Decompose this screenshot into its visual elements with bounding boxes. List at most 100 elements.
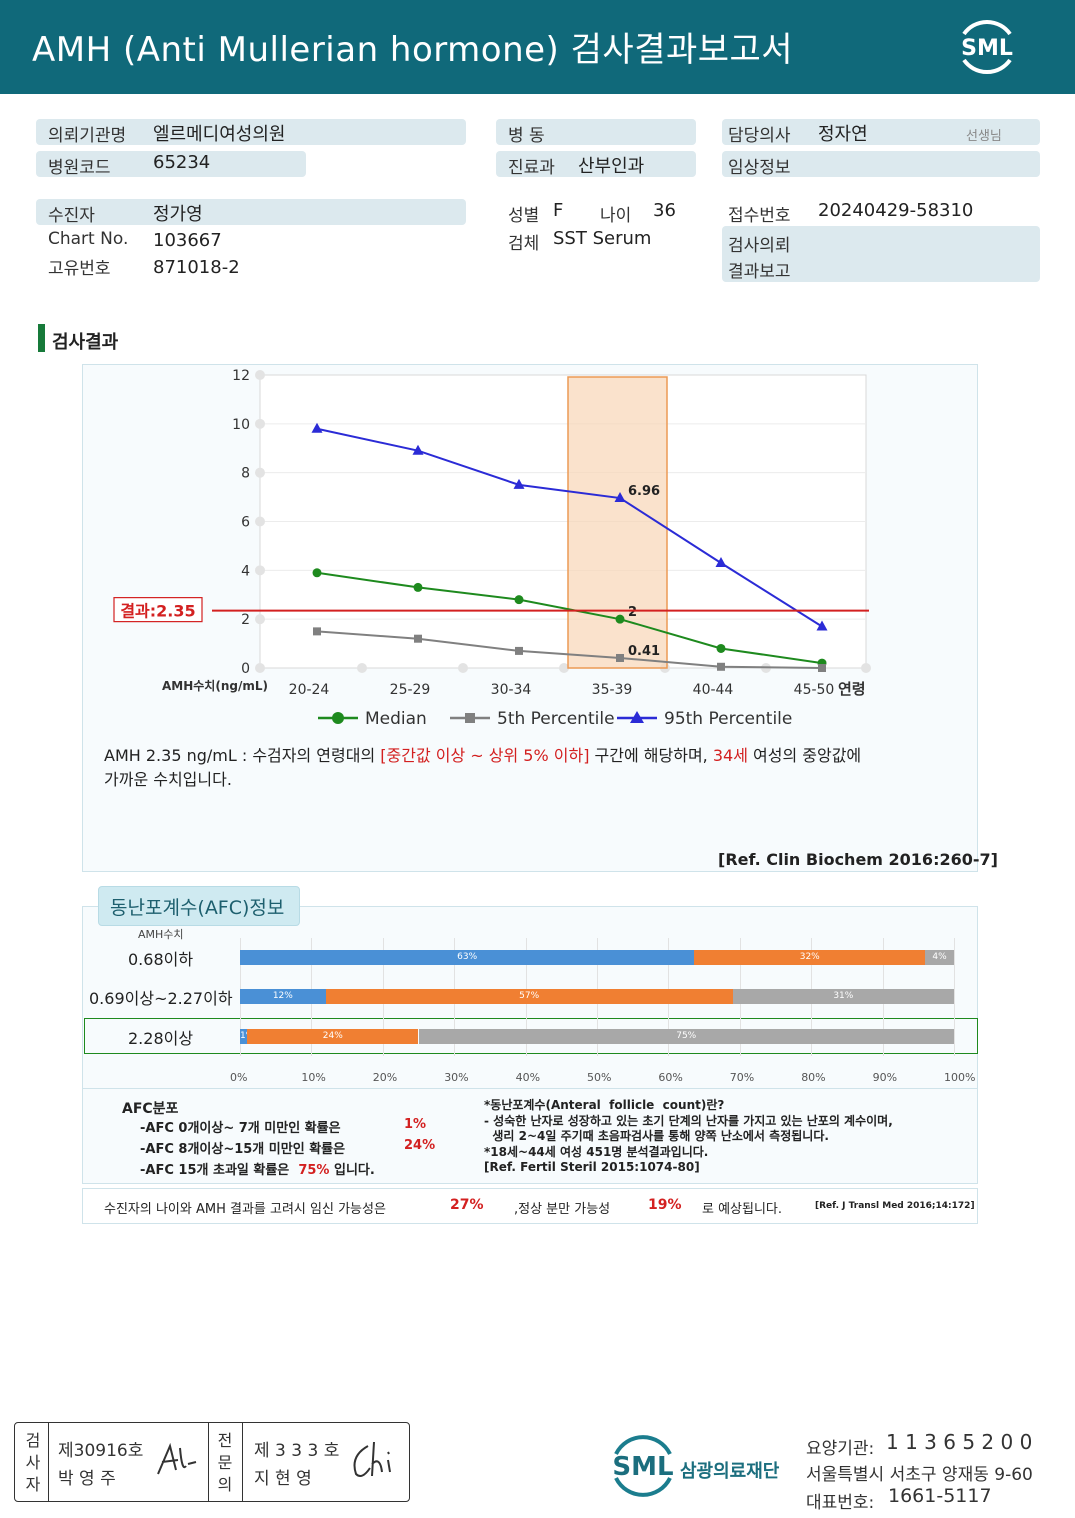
- care-no: 1 1 3 6 5 2 0 0: [886, 1430, 1033, 1454]
- afc-bar-segment: 24%: [247, 1029, 419, 1044]
- org-logo-text: SML: [612, 1452, 673, 1482]
- median-point: [716, 643, 726, 653]
- y-axis-label: AMH수치(ng/mL): [162, 678, 268, 693]
- afc-row-label: 0.69이상~2.27이하: [89, 989, 233, 1008]
- result-label-box: [113, 597, 203, 623]
- p5-point: [515, 646, 523, 655]
- afc-bar-segment: 4%: [925, 950, 954, 965]
- section-marker: [38, 324, 45, 352]
- afc-divider: [82, 1088, 978, 1089]
- legend-label: 5th Percentile: [497, 709, 615, 729]
- p95-point: [715, 557, 727, 568]
- median-point: [514, 595, 524, 605]
- dept-row: [496, 151, 696, 177]
- hospital-code-value: 65234: [153, 152, 211, 173]
- phone-value: 1661-5117: [888, 1485, 992, 1507]
- id-no-label: 고유번호: [48, 259, 111, 279]
- chart-no-value: 103667: [153, 230, 222, 251]
- afc-row-label: 0.68이하: [128, 950, 194, 969]
- ward-row: [496, 119, 696, 145]
- afc-bar-segment: 75%: [418, 1029, 954, 1044]
- institution-row: [36, 119, 466, 145]
- pregnancy-ref: [Ref. J Transl Med 2016;14:172]: [815, 1201, 975, 1211]
- result-text: AMH 2.35 ng/mL : 수검자의 연령대의 [중간값 이상 ~ 상위 …: [104, 744, 970, 792]
- y-tick-label: 6: [241, 515, 250, 531]
- ward-label: 병 동: [508, 126, 545, 146]
- y-tick-dot: [255, 516, 265, 527]
- afc-dist-line-1: -AFC 0개이상~ 7개 미만인 확률은 1%: [140, 1117, 426, 1136]
- afc-title: 동난포계수(AFC)정보: [110, 897, 285, 919]
- afc-dist-title: AFC분포: [122, 1101, 179, 1117]
- y-tick-dot: [255, 663, 265, 673]
- pregnancy-text-2: ,정상 분만 가능성: [514, 1202, 611, 1217]
- afc-axis-tick: 60%: [658, 1071, 683, 1084]
- afc-bar-segment: 1%: [240, 1029, 254, 1044]
- y-tick-dot: [255, 418, 265, 429]
- afc-def-2: - 성숙한 난자로 성장하고 있는 초기 단계의 난자를 가지고 있는 난포의 …: [484, 1113, 893, 1128]
- series-line-1: [316, 630, 823, 669]
- highlight-band: [567, 376, 668, 669]
- data-label: 6.96: [628, 484, 660, 499]
- p95-point: [311, 422, 323, 433]
- afc-def-4: *18세~44세 여성 451명 분석결과입니다.: [484, 1144, 709, 1159]
- afc-dist-text-2: -AFC 8개이상~15개 미만인 확률은: [140, 1142, 346, 1157]
- p5-point: [414, 634, 422, 643]
- age-label: 나이: [600, 206, 632, 226]
- afc-gridline: [954, 938, 955, 1056]
- doctor-value: 정자연: [818, 124, 868, 145]
- p5-point: [313, 627, 321, 636]
- afc-axis-tick: 100%: [944, 1071, 976, 1084]
- afc-bar-segment: 12%: [240, 989, 326, 1004]
- result-ref: [Ref. Clin Biochem 2016:260-7]: [718, 850, 998, 869]
- afc-dist-text-1: -AFC 0개이상~ 7개 미만인 확률은: [140, 1121, 341, 1136]
- legend-marker: [332, 712, 344, 724]
- amh-line-chart: 0 2 4 6 8 10 12 6.96 2 0.41 결과:2.35 20-24 25-29 30-34…: [113, 368, 871, 729]
- result-text-p6: 가까운 수치입니다.: [104, 770, 232, 789]
- p5-point: [717, 662, 725, 671]
- dept-label: 진료과: [508, 158, 555, 178]
- afc-axis-tick: 50%: [587, 1071, 612, 1084]
- p5-point: [616, 653, 624, 662]
- institution-label: 의뢰기관명: [48, 126, 127, 146]
- result-label: 결과:2.35: [120, 602, 195, 621]
- afc-axis-tick: 40%: [515, 1071, 541, 1084]
- result-text-range: [중간값 이상 ~ 상위 5% 이하]: [380, 746, 590, 765]
- y-tick-dot: [255, 467, 265, 478]
- signature-box: [14, 1422, 410, 1502]
- receipt-value: 20240429-58310: [818, 200, 974, 221]
- afc-dist-pct-1: 1%: [404, 1117, 427, 1132]
- patient-label: 수진자: [48, 206, 95, 226]
- specimen-value: SST Serum: [553, 228, 652, 249]
- afc-bar-segment: 31%: [732, 989, 954, 1004]
- result-text-age: 34세: [712, 746, 748, 765]
- y-tick-label: 0: [241, 661, 250, 677]
- section-title: 검사결과: [52, 332, 119, 353]
- receipt-label: 접수번호: [728, 206, 791, 226]
- data-label: 0.41: [628, 644, 660, 659]
- afc-row-label: 2.28이상: [128, 1029, 194, 1048]
- afc-definition: *동난포계수(Anteral follicle count)란? - 성숙한 난자…: [484, 1098, 893, 1176]
- org-name: 삼광의료재단: [680, 1461, 780, 1482]
- doctor-row: [722, 119, 1040, 145]
- sml-logo: SML: [961, 20, 1013, 74]
- afc-dist-pct-2: 24%: [404, 1138, 436, 1153]
- x-tick-label: 45-50: [794, 682, 835, 698]
- x-tick-label: 30-34: [491, 682, 532, 698]
- pregnancy-value-1: 27%: [450, 1197, 484, 1213]
- phone-label: 대표번호:: [806, 1493, 875, 1513]
- age-value: 36: [653, 200, 676, 221]
- report-label: 결과보고: [728, 262, 791, 282]
- org-logo: SML: [612, 1435, 674, 1497]
- legend-label: Median: [365, 709, 427, 729]
- afc-axis-tick: 80%: [801, 1071, 826, 1084]
- dept-value: 산부인과: [578, 156, 645, 177]
- y-tick-dot: [255, 614, 265, 625]
- afc-bar-segment: 63%: [240, 950, 695, 965]
- afc-amh-label: AMH수치: [138, 928, 184, 941]
- afc-axis-tick: 10%: [301, 1071, 326, 1084]
- sex-value: F: [553, 200, 564, 221]
- afc-axis-tick: 0%: [230, 1071, 248, 1084]
- x-axis-label: 연령: [838, 680, 866, 698]
- afc-dist-text-3: -AFC 15개 초과일 확률은: [140, 1163, 290, 1178]
- chart-no-label: Chart No.: [48, 229, 129, 249]
